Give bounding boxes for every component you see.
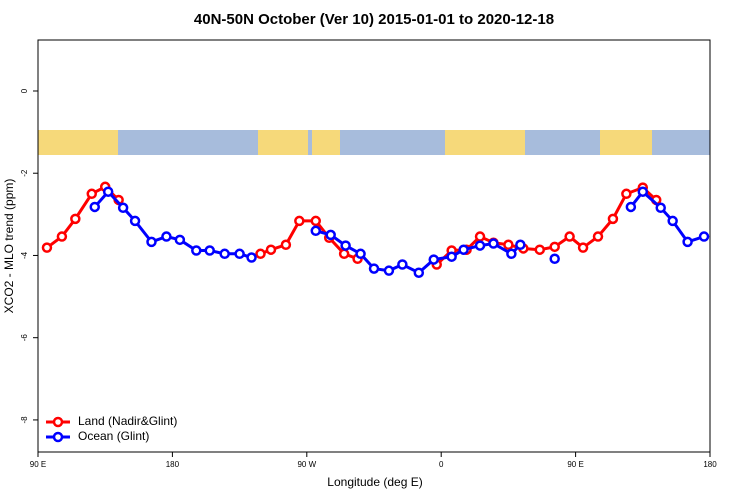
- point: [234, 248, 245, 260]
- point: [174, 234, 186, 246]
- point: [549, 241, 560, 253]
- point: [219, 248, 230, 260]
- y-axis-label: XCO2 - MLO trend (ppm): [2, 179, 16, 314]
- point: [355, 248, 366, 260]
- x-tick-label: 90 E: [30, 460, 46, 469]
- y-tick-label: -2: [20, 169, 29, 177]
- point: [310, 215, 322, 227]
- x-axis-label: Longitude (deg E): [327, 475, 422, 489]
- legend-marker: [52, 431, 64, 443]
- x-tick-label: 0: [439, 460, 444, 469]
- point: [246, 252, 257, 263]
- x-tick-label: 90 W: [297, 460, 316, 469]
- point: [549, 253, 560, 264]
- point: [89, 201, 100, 213]
- legend-label: Ocean (Glint): [78, 429, 149, 443]
- point: [564, 231, 575, 242]
- y-tick-label: -4: [20, 251, 29, 259]
- point: [458, 244, 469, 255]
- point: [129, 215, 141, 227]
- legend-marker: [52, 416, 64, 428]
- point: [577, 242, 589, 253]
- map-band: [38, 130, 710, 155]
- point: [340, 240, 351, 251]
- point: [117, 202, 129, 214]
- point: [474, 240, 486, 251]
- point: [368, 263, 380, 274]
- point: [506, 248, 517, 260]
- point: [428, 254, 439, 265]
- point: [294, 215, 305, 227]
- point: [413, 267, 425, 278]
- point: [86, 188, 98, 200]
- point: [338, 248, 350, 260]
- point: [625, 201, 637, 213]
- point: [383, 265, 395, 276]
- point: [534, 244, 546, 255]
- point: [667, 215, 678, 227]
- y-tick-label: 0: [20, 88, 29, 93]
- point: [191, 245, 202, 256]
- point: [70, 213, 81, 225]
- point: [503, 239, 514, 251]
- point: [41, 242, 53, 253]
- point: [310, 225, 322, 237]
- point: [655, 202, 666, 214]
- point: [161, 231, 172, 242]
- point: [621, 188, 632, 200]
- point: [56, 231, 68, 242]
- point: [280, 239, 292, 251]
- chart-title: 40N-50N October (Ver 10) 2015-01-01 to 2…: [194, 11, 554, 28]
- point: [102, 186, 114, 197]
- point: [397, 259, 408, 270]
- point: [265, 244, 277, 255]
- point: [255, 248, 266, 260]
- point: [474, 231, 486, 242]
- point: [488, 238, 499, 249]
- point: [607, 213, 619, 225]
- y-tick-label: -6: [20, 334, 29, 342]
- point: [592, 231, 604, 242]
- point: [637, 186, 649, 197]
- point: [446, 251, 457, 262]
- x-tick-label: 90 E: [567, 460, 583, 469]
- point: [682, 236, 693, 248]
- point: [204, 245, 215, 256]
- legend-label: Land (Nadir&Glint): [78, 414, 177, 428]
- y-tick-label: -8: [20, 416, 29, 424]
- plot-frame: [37, 39, 711, 453]
- point: [146, 236, 157, 248]
- x-tick-label: 180: [703, 460, 717, 469]
- point: [698, 231, 710, 242]
- point: [515, 239, 526, 251]
- x-tick-label: 180: [166, 460, 180, 469]
- point: [325, 229, 336, 241]
